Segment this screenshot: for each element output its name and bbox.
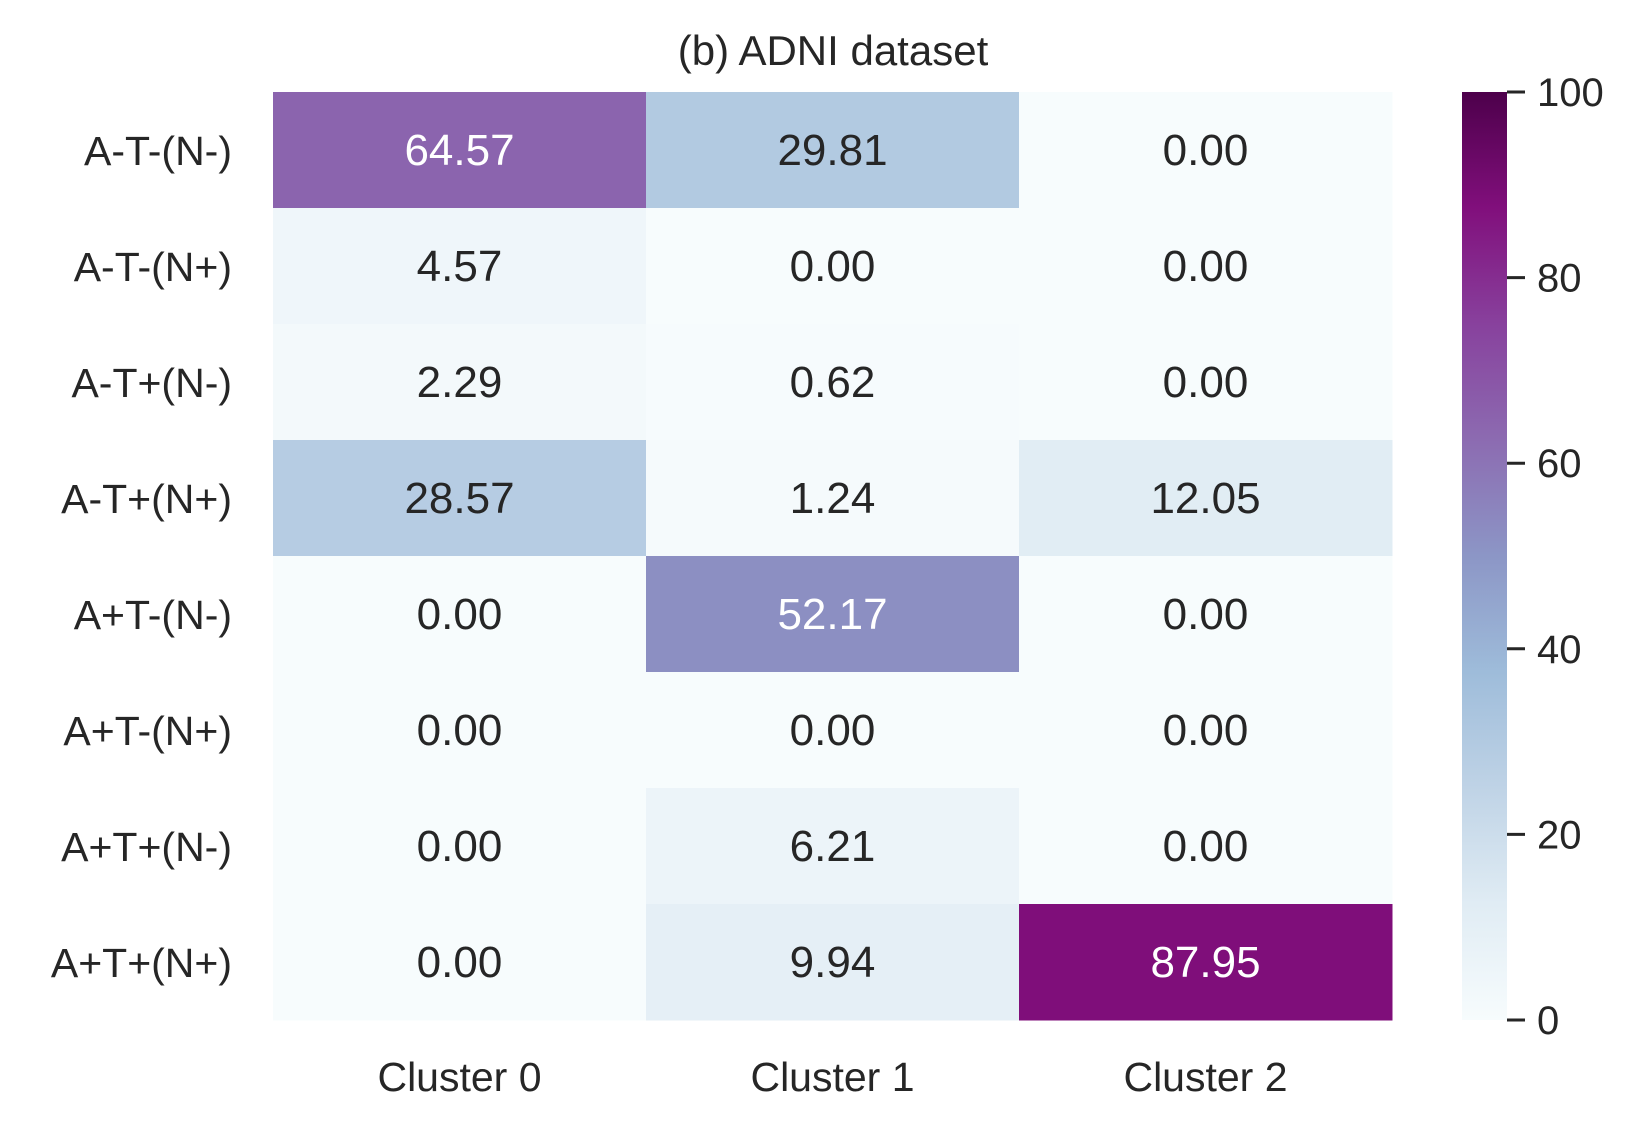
x-tick-label: Cluster 1 — [750, 1054, 914, 1100]
heatmap-cell — [1019, 440, 1393, 557]
cell-value-label: 2.29 — [417, 358, 503, 407]
x-tick-label: Cluster 0 — [377, 1054, 541, 1100]
cell-value-label: 0.00 — [790, 706, 876, 755]
cell-value-label: 0.00 — [790, 242, 876, 291]
y-tick-label: A+T+(N+) — [51, 940, 232, 986]
cell-value-label: 1.24 — [790, 474, 876, 523]
heatmap-cell — [273, 556, 647, 673]
colorbar-tick-label: 100 — [1537, 71, 1604, 115]
y-tick-label: A-T+(N-) — [71, 360, 232, 406]
cell-value-label: 0.00 — [1163, 242, 1249, 291]
cell-value-label: 0.00 — [417, 706, 503, 755]
colorbar-tick-label: 60 — [1537, 442, 1582, 486]
heatmap-cell — [646, 904, 1020, 1021]
y-tick-label: A+T-(N+) — [63, 708, 232, 754]
heatmap-cell — [646, 92, 1020, 209]
colorbar-tick-label: 80 — [1537, 257, 1582, 301]
heatmap-cell — [646, 672, 1020, 789]
heatmap-cell — [646, 440, 1020, 557]
heatmap-cell — [1019, 556, 1393, 673]
heatmap-cells: 64.57 29.81 0.00 4.57 0.00 0.00 2.29 0.62 0.00 28… — [273, 92, 1393, 1021]
cell-value-label: 9.94 — [790, 938, 876, 987]
heatmap-cell — [1019, 904, 1393, 1021]
heatmap-cell — [273, 208, 647, 325]
cell-value-label: 28.57 — [404, 474, 514, 523]
colorbar-gradient — [1462, 92, 1507, 1020]
cell-value-label: 87.95 — [1150, 938, 1260, 987]
heatmap-cell — [1019, 788, 1393, 905]
heatmap-cell — [646, 556, 1020, 673]
cell-value-label: 29.81 — [777, 126, 887, 175]
colorbar: 0 20 40 60 80 100 — [1462, 71, 1604, 1043]
cell-value-label: 0.00 — [1163, 706, 1249, 755]
heatmap-cell — [273, 440, 647, 557]
heatmap-cell — [1019, 672, 1393, 789]
heatmap-cell — [273, 324, 647, 441]
y-tick-label: A-T+(N+) — [61, 476, 232, 522]
cell-value-label: 0.00 — [1163, 126, 1249, 175]
heatmap-cell — [273, 672, 647, 789]
cell-value-label: 64.57 — [404, 126, 514, 175]
cell-value-label: 6.21 — [790, 822, 876, 871]
cell-value-label: 0.00 — [417, 938, 503, 987]
heatmap-cell — [273, 92, 647, 209]
cell-value-label: 52.17 — [777, 590, 887, 639]
heatmap-cell — [273, 788, 647, 905]
cell-value-label: 0.62 — [790, 358, 876, 407]
colorbar-tick-label: 20 — [1537, 813, 1582, 857]
cell-value-label: 0.00 — [417, 822, 503, 871]
y-tick-label: A+T+(N-) — [61, 824, 232, 870]
chart-title: (b) ADNI dataset — [678, 27, 989, 74]
y-tick-label: A-T-(N+) — [74, 244, 232, 290]
y-axis-tick-labels: A-T-(N-) A-T-(N+) A-T+(N-) A-T+(N+) A+T-(N-)… — [51, 128, 232, 986]
heatmap-cell — [273, 904, 647, 1021]
heatmap-cell — [646, 324, 1020, 441]
heatmap-cell — [646, 788, 1020, 905]
x-tick-label: Cluster 2 — [1123, 1054, 1287, 1100]
y-tick-label: A+T-(N-) — [74, 592, 232, 638]
x-axis-tick-labels: Cluster 0 Cluster 1 Cluster 2 — [377, 1054, 1287, 1100]
cell-value-label: 4.57 — [417, 242, 503, 291]
y-tick-label: A-T-(N-) — [84, 128, 232, 174]
heatmap-cell — [1019, 208, 1393, 325]
cell-value-label: 12.05 — [1150, 474, 1260, 523]
colorbar-tick-label: 40 — [1537, 628, 1582, 672]
cell-value-label: 0.00 — [417, 590, 503, 639]
heatmap-cell — [1019, 92, 1393, 209]
colorbar-tick-label: 0 — [1537, 999, 1559, 1043]
cell-value-label: 0.00 — [1163, 358, 1249, 407]
cell-value-label: 0.00 — [1163, 590, 1249, 639]
heatmap-cell — [1019, 324, 1393, 441]
cell-value-label: 0.00 — [1163, 822, 1249, 871]
heatmap-cell — [646, 208, 1020, 325]
